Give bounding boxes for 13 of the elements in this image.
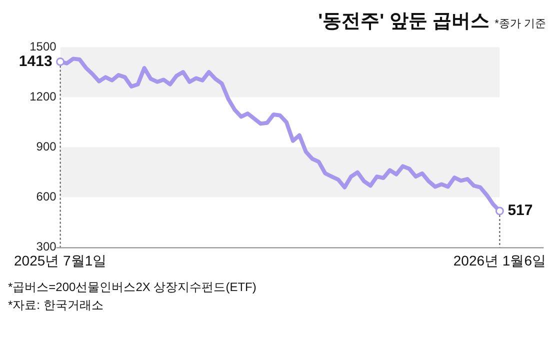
y-tick-label: 600 xyxy=(36,190,57,204)
y-tick-label: 300 xyxy=(36,240,57,254)
y-tick-label: 1500 xyxy=(30,40,57,54)
chart-title: '동전주' 앞둔 곱버스 xyxy=(318,11,490,32)
text: *곱버스=200선물인버스2X 상장지수펀드(ETF) xyxy=(8,279,258,296)
data-label: 517 xyxy=(508,202,533,220)
x-tick-label: 2025년 7월1일 xyxy=(14,252,107,268)
chart-subtitle: *종가 기준 xyxy=(494,18,546,30)
y-tick-label: 900 xyxy=(36,140,57,154)
y-tick-label: 1200 xyxy=(30,90,57,104)
text: *자료: 한국거래소 xyxy=(8,297,104,314)
x-tick-label: 2026년 1월6일 xyxy=(453,252,546,268)
data-label: 1413 xyxy=(18,52,52,70)
